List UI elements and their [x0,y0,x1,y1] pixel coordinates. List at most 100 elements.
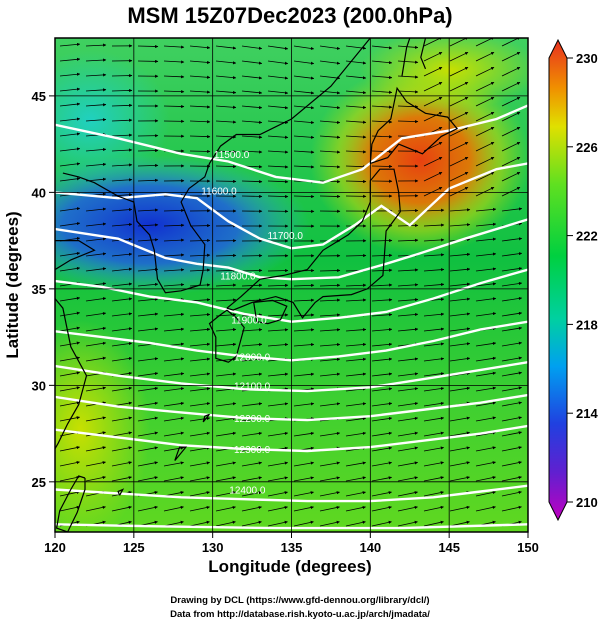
wind-vector [267,520,288,527]
wind-vector [241,60,263,65]
wind-vector [449,282,471,287]
wind-vector [397,90,419,94]
wind-vector [189,342,211,347]
wind-vector [111,446,132,452]
wind-vector [85,103,107,107]
coastline [369,86,459,164]
wind-vector [371,75,393,80]
wind-vector [111,118,133,122]
wind-vector [189,372,211,377]
wind-vector [371,505,392,512]
wind-vector [501,431,522,437]
lat-lon-grid [55,38,528,532]
wind-vector [111,356,133,362]
wind-vector [345,165,367,169]
wind-vector [319,313,341,317]
x-tick-label: 145 [438,540,460,555]
wind-vector [215,476,236,482]
coastline [401,38,411,77]
wind-vector [267,313,289,317]
wind-vector [293,505,314,512]
wind-vector [267,476,288,482]
wind-vector [293,120,315,125]
wind-vector [501,267,523,272]
wind-vector [423,357,445,362]
wind-vector [319,357,341,362]
wind-vector [163,238,185,242]
wind-vector [267,402,289,407]
wind-vector [501,461,522,467]
wind-vector [215,416,237,422]
wind-vector [85,297,107,302]
wind-vector [423,38,443,47]
wind-vector [475,401,497,407]
wind-vector [163,75,185,79]
plot-area: 11500.0 11600.0 11700.0 11800.0 11900.0 12000… [55,38,528,532]
y-tick-label: 45 [32,89,46,104]
wind-vector [163,90,185,94]
wind-vector [345,461,367,467]
wind-vector [241,328,263,332]
wind-vector [267,343,289,347]
wind-vector [397,387,419,392]
wind-vector [241,75,263,80]
wind-vector [241,520,262,527]
wind-vector [475,312,497,317]
wind-vector [501,186,521,197]
wind-vector [189,105,211,109]
wind-vector [189,520,210,527]
wind-vector [423,386,445,392]
wind-vector [475,461,496,467]
wind-vector [501,126,521,137]
wind-vector [449,386,471,392]
wind-vector [423,505,444,512]
wind-vector [59,117,81,122]
wind-vector [423,312,445,317]
wind-vector [85,311,107,317]
wind-vector [423,66,443,77]
wind-vector [475,66,495,77]
wind-vector [423,282,445,287]
wind-vector [423,476,444,482]
wind-vector [163,253,185,257]
wind-vector [397,461,418,467]
wind-vector [423,81,443,92]
wind-vector [59,251,81,257]
wind-vector [371,298,393,302]
wind-vector [85,162,107,167]
wind-vector [163,312,185,317]
wind-vector [163,104,185,109]
wind-vector [501,171,521,182]
wind-vector [371,45,393,50]
wind-vector [371,357,393,362]
wind-vector [189,75,211,79]
wind-vector [475,156,495,167]
wind-vector [137,446,158,452]
wind-vector [371,268,393,272]
wind-vector [501,341,523,347]
wind-vector [111,267,133,272]
wind-vector [319,283,341,287]
wind-vector [189,505,210,512]
wind-vector [241,461,263,467]
wind-vector [319,120,341,125]
wind-vector [137,282,159,287]
wind-vector [59,460,80,467]
field-warm-region [310,65,528,255]
wind-vector [501,207,523,212]
wind-vector [501,252,523,257]
contour-label: 12400.0 [229,486,266,497]
wind-vector [449,505,470,512]
wind-vector [215,283,237,287]
wind-vector [501,111,521,122]
wind-vector [371,431,393,437]
wind-vector [319,90,341,95]
wind-vector [397,119,419,124]
wind-vector [215,268,237,272]
wind-vector [397,283,419,287]
wind-vector [475,126,495,137]
wind-vector [85,356,107,362]
wind-vector [85,326,107,332]
wind-vector [189,431,211,437]
colorbar-tick-label: 210 [576,495,598,510]
